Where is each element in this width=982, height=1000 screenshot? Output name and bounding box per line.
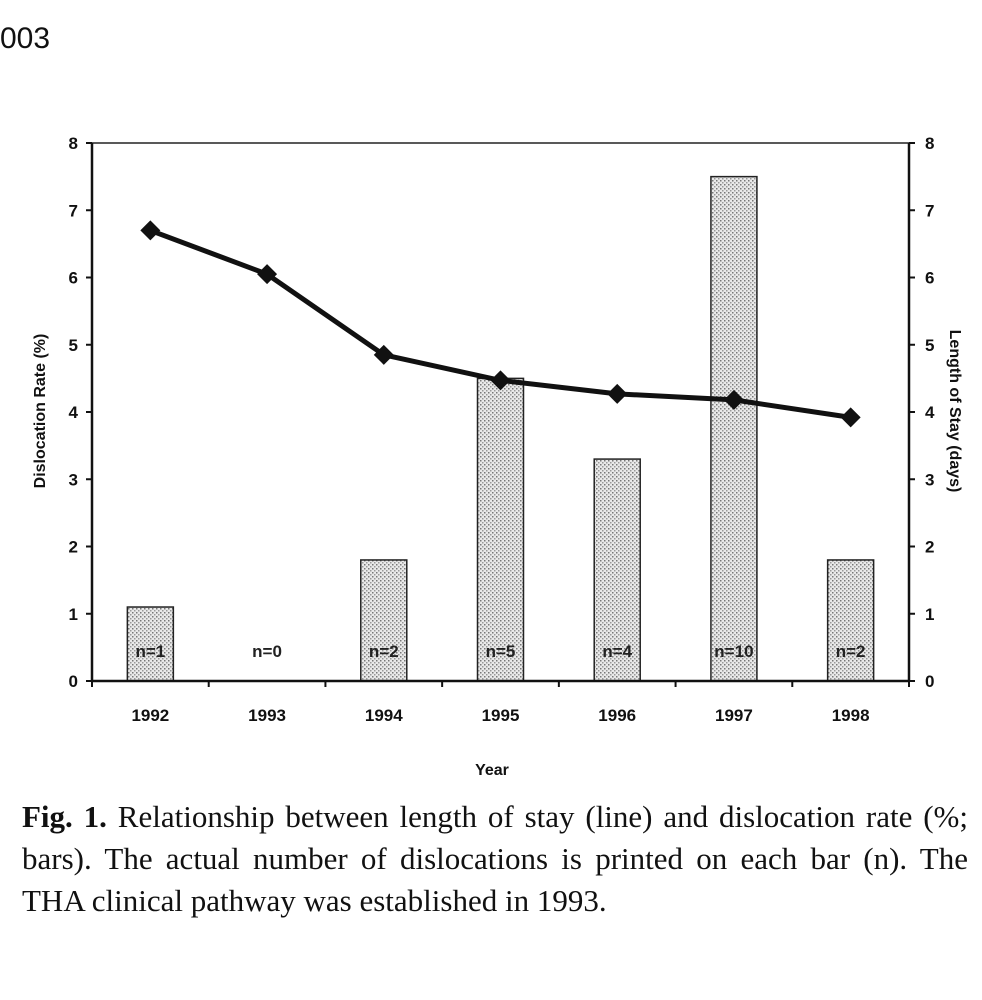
y-right-tick-label: 4 (925, 403, 935, 422)
y-right-tick-label: 6 (925, 269, 934, 288)
bar-label: n=5 (486, 642, 516, 661)
bar-label: n=1 (135, 642, 165, 661)
line-marker-diamond (607, 383, 628, 404)
bar-label: n=0 (252, 642, 282, 661)
y-left-tick-label: 6 (69, 269, 78, 288)
y-right-tick-label: 8 (925, 134, 934, 153)
line-marker-diamond (257, 264, 278, 285)
bar-label: n=10 (714, 642, 753, 661)
y-right-tick-label: 3 (925, 470, 934, 489)
y-axis-right-title: Length of Stay (days) (946, 330, 963, 493)
bar (476, 377, 525, 682)
y-right-tick-label: 2 (925, 538, 934, 557)
y-left-tick-label: 7 (69, 201, 78, 220)
x-tick-label: 1995 (482, 706, 520, 725)
y-left-tick-label: 4 (69, 403, 79, 422)
bar-label: n=2 (369, 642, 399, 661)
y-right-tick-label: 5 (925, 336, 934, 355)
x-tick-label: 1994 (365, 706, 403, 725)
combo-chart: n=1 n=0 n=2 n=5 n=4 n=10 n=2 0 0 1 1 2 2 3 3 4 4 5 5 6 6 7 7 8… (32, 134, 963, 779)
line-marker-diamond (840, 407, 861, 428)
bar (360, 559, 408, 682)
page-number: 003 (0, 22, 51, 55)
bar-label: n=2 (836, 642, 866, 661)
caption-text: Relationship between length of stay (lin… (22, 799, 968, 918)
x-axis-title: Year (475, 762, 509, 779)
y-left-tick-label: 5 (69, 336, 78, 355)
bar (710, 175, 758, 682)
y-left-tick-label: 2 (69, 538, 78, 557)
bar (826, 559, 875, 682)
line-marker-diamond (373, 344, 394, 365)
y-left-tick-label: 8 (69, 134, 78, 153)
x-tick-label: 1993 (248, 706, 286, 725)
line-marker-diamond (140, 220, 161, 241)
y-left-tick-label: 3 (69, 470, 78, 489)
y-left-tick-label: 0 (69, 672, 78, 691)
x-tick-label: 1992 (131, 706, 169, 725)
line-marker-diamond (723, 389, 744, 410)
figure-label: Fig. 1. (22, 799, 107, 834)
bar (126, 606, 175, 682)
y-right-tick-label: 7 (925, 201, 934, 220)
y-right-tick-label: 1 (925, 605, 934, 624)
y-left-tick-label: 1 (69, 605, 78, 624)
y-right-tick-label: 0 (925, 672, 934, 691)
y-axis-left-title: Dislocation Rate (%) (32, 334, 49, 489)
bar (593, 458, 641, 682)
figure-caption: Fig. 1. Relationship between length of s… (22, 796, 968, 922)
x-tick-label: 1998 (832, 706, 870, 725)
x-tick-label: 1997 (715, 706, 753, 725)
line-marker-diamond (490, 370, 511, 391)
x-tick-label: 1996 (598, 706, 636, 725)
bar-label: n=4 (602, 642, 632, 661)
